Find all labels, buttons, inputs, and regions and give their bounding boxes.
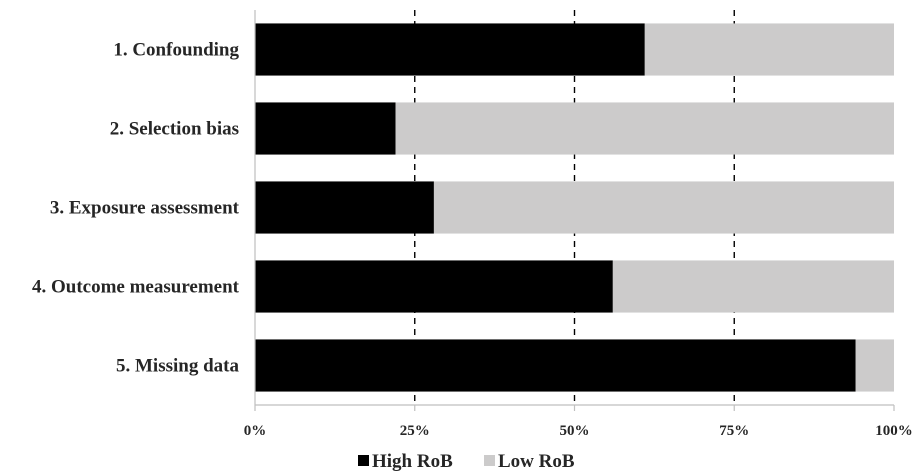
bar-high-rob-5 bbox=[255, 339, 856, 392]
legend-label-high-rob: High RoB bbox=[372, 451, 453, 472]
tick-labels: 0% 25% 50% 75% 100% bbox=[244, 423, 913, 439]
x-tick-label-50: 50% bbox=[560, 423, 590, 439]
category-label-3: 3. Exposure assessment bbox=[50, 198, 240, 219]
category-label-2: 2. Selection bias bbox=[110, 119, 239, 140]
category-label-5: 5. Missing data bbox=[116, 356, 239, 377]
legend-swatch-high-rob bbox=[358, 455, 369, 466]
x-tick-label-75: 75% bbox=[719, 423, 749, 439]
x-tick-label-25: 25% bbox=[400, 423, 430, 439]
bar-high-rob-1 bbox=[255, 23, 645, 76]
bar-low-rob-3 bbox=[433, 181, 894, 234]
bar-low-rob-2 bbox=[395, 102, 894, 155]
bar-low-rob-4 bbox=[612, 260, 894, 313]
legend: High RoB Low RoB bbox=[358, 451, 575, 472]
bar-high-rob-3 bbox=[255, 181, 434, 234]
bar-low-rob-1 bbox=[644, 23, 894, 76]
axes bbox=[254, 10, 895, 411]
category-labels: 1. Confounding 2. Selection bias 3. Exposu… bbox=[32, 40, 240, 377]
legend-label-low-rob: Low RoB bbox=[498, 451, 575, 472]
category-label-1: 1. Confounding bbox=[113, 40, 239, 61]
bars bbox=[255, 23, 894, 392]
legend-swatch-low-rob bbox=[484, 455, 495, 466]
x-tick-label-100: 100% bbox=[875, 423, 913, 439]
bar-low-rob-5 bbox=[855, 339, 894, 392]
bar-high-rob-4 bbox=[255, 260, 613, 313]
x-tick-label-0: 0% bbox=[244, 423, 267, 439]
bar-high-rob-2 bbox=[255, 102, 396, 155]
category-label-4: 4. Outcome measurement bbox=[32, 277, 240, 298]
